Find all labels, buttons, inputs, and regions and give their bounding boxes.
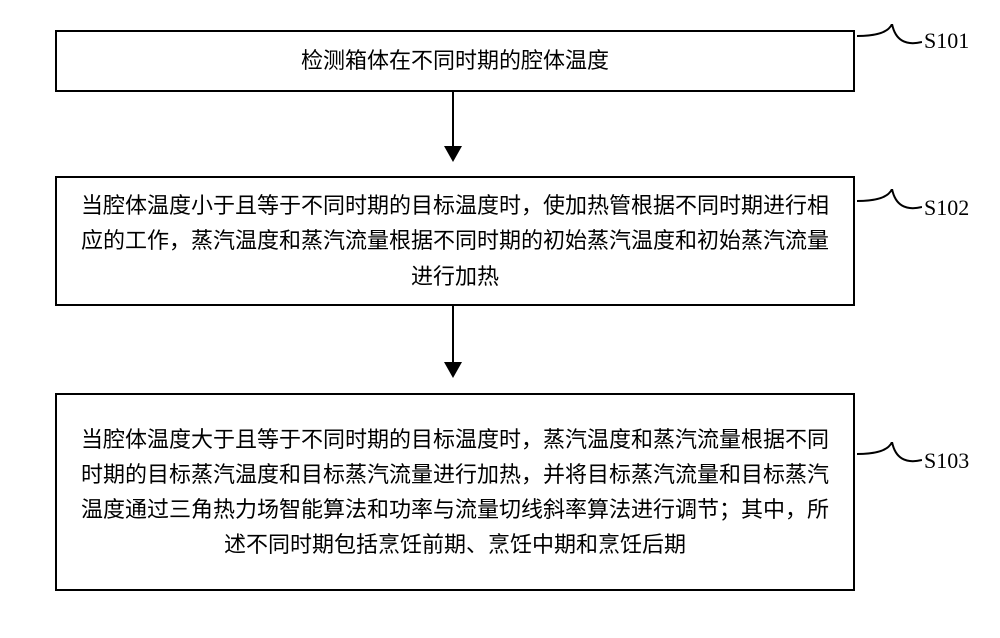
arrow-1-to-2: [452, 92, 454, 160]
flow-step-2-text: 当腔体温度小于且等于不同时期的目标温度时，使加热管根据不同时期进行相应的工作，蒸…: [77, 188, 833, 294]
flow-step-1-text: 检测箱体在不同时期的腔体温度: [301, 43, 609, 78]
step-label-1: S101: [924, 28, 969, 54]
flow-step-3: 当腔体温度大于且等于不同时期的目标温度时，蒸汽温度和蒸汽流量根据不同时期的目标蒸…: [55, 393, 855, 591]
bracket-1: [857, 24, 922, 54]
flowchart-container: 检测箱体在不同时期的腔体温度 S101 当腔体温度小于且等于不同时期的目标温度时…: [0, 0, 1000, 638]
flow-step-2: 当腔体温度小于且等于不同时期的目标温度时，使加热管根据不同时期进行相应的工作，蒸…: [55, 176, 855, 306]
flow-step-1: 检测箱体在不同时期的腔体温度: [55, 30, 855, 92]
bracket-3: [857, 442, 922, 472]
bracket-2: [857, 189, 922, 219]
step-label-3: S103: [924, 448, 969, 474]
step-label-2: S102: [924, 195, 969, 221]
flow-step-3-text: 当腔体温度大于且等于不同时期的目标温度时，蒸汽温度和蒸汽流量根据不同时期的目标蒸…: [77, 422, 833, 563]
arrow-2-to-3: [452, 306, 454, 376]
